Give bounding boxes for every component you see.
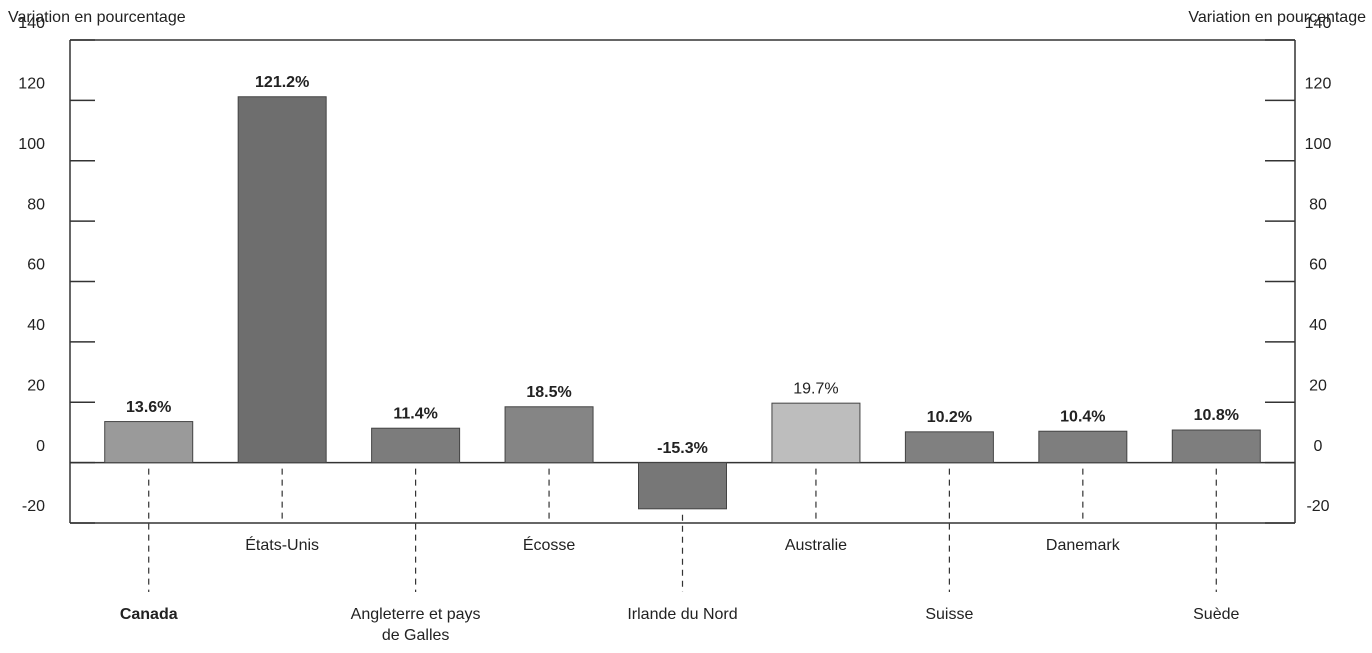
data-label: 121.2% — [255, 74, 309, 91]
bar — [904, 431, 994, 464]
data-label: 10.2% — [927, 409, 972, 426]
y2-tick-label: 40 — [1309, 317, 1327, 334]
x-tick-label: Irlande du Nord — [627, 606, 738, 623]
data-label: 19.7% — [793, 380, 838, 397]
y2-tick-label: 20 — [1309, 377, 1327, 394]
y2-tick-label: 80 — [1309, 196, 1327, 213]
x-tick-label: Suède — [1193, 606, 1240, 623]
y2-tick-label: -20 — [1306, 498, 1329, 515]
y2-tick-label: 120 — [1305, 76, 1332, 93]
x-tick-label: Canada — [119, 606, 178, 623]
y-tick-label: 40 — [27, 317, 45, 334]
x-tick-label: Australie — [784, 537, 848, 554]
data-label: 11.4% — [393, 405, 437, 422]
x-tick-label: Danemark — [1045, 537, 1120, 554]
y-axis-title: Variation en pourcentage — [8, 9, 186, 26]
data-label: 10.8% — [1194, 407, 1239, 424]
data-label: 13.6% — [126, 399, 171, 416]
bar — [237, 96, 327, 464]
y2-axis-title: Variation en pourcentage — [1188, 9, 1366, 26]
bar — [771, 402, 861, 464]
data-label: 10.4% — [1060, 408, 1105, 425]
bar — [638, 462, 727, 510]
x-tick-label: Angleterre et pays de Galles — [350, 606, 481, 644]
y-tick-label: 140 — [18, 15, 45, 32]
y-tick-label: 80 — [27, 196, 45, 213]
y-tick-label: 0 — [36, 438, 45, 455]
bar — [104, 421, 194, 464]
data-label: 18.5% — [526, 384, 571, 401]
y-tick-label: 100 — [18, 136, 45, 153]
data-label: -15.3% — [657, 440, 708, 457]
bar — [1171, 429, 1261, 464]
y2-tick-label: 140 — [1305, 15, 1332, 32]
x-tick-label: Suisse — [925, 606, 974, 623]
y-tick-label: 120 — [18, 76, 45, 93]
x-tick-label: États-Unis — [245, 537, 320, 554]
x-tick-label: Écosse — [522, 537, 576, 554]
y2-tick-label: 60 — [1309, 257, 1327, 274]
bar — [371, 427, 461, 464]
bar — [1038, 430, 1128, 464]
y-tick-label: -20 — [22, 498, 45, 515]
y-tick-label: 60 — [27, 257, 45, 274]
bar — [504, 406, 594, 464]
y2-tick-label: 100 — [1305, 136, 1332, 153]
y-tick-label: 20 — [27, 377, 45, 394]
y2-tick-label: 0 — [1314, 438, 1323, 455]
